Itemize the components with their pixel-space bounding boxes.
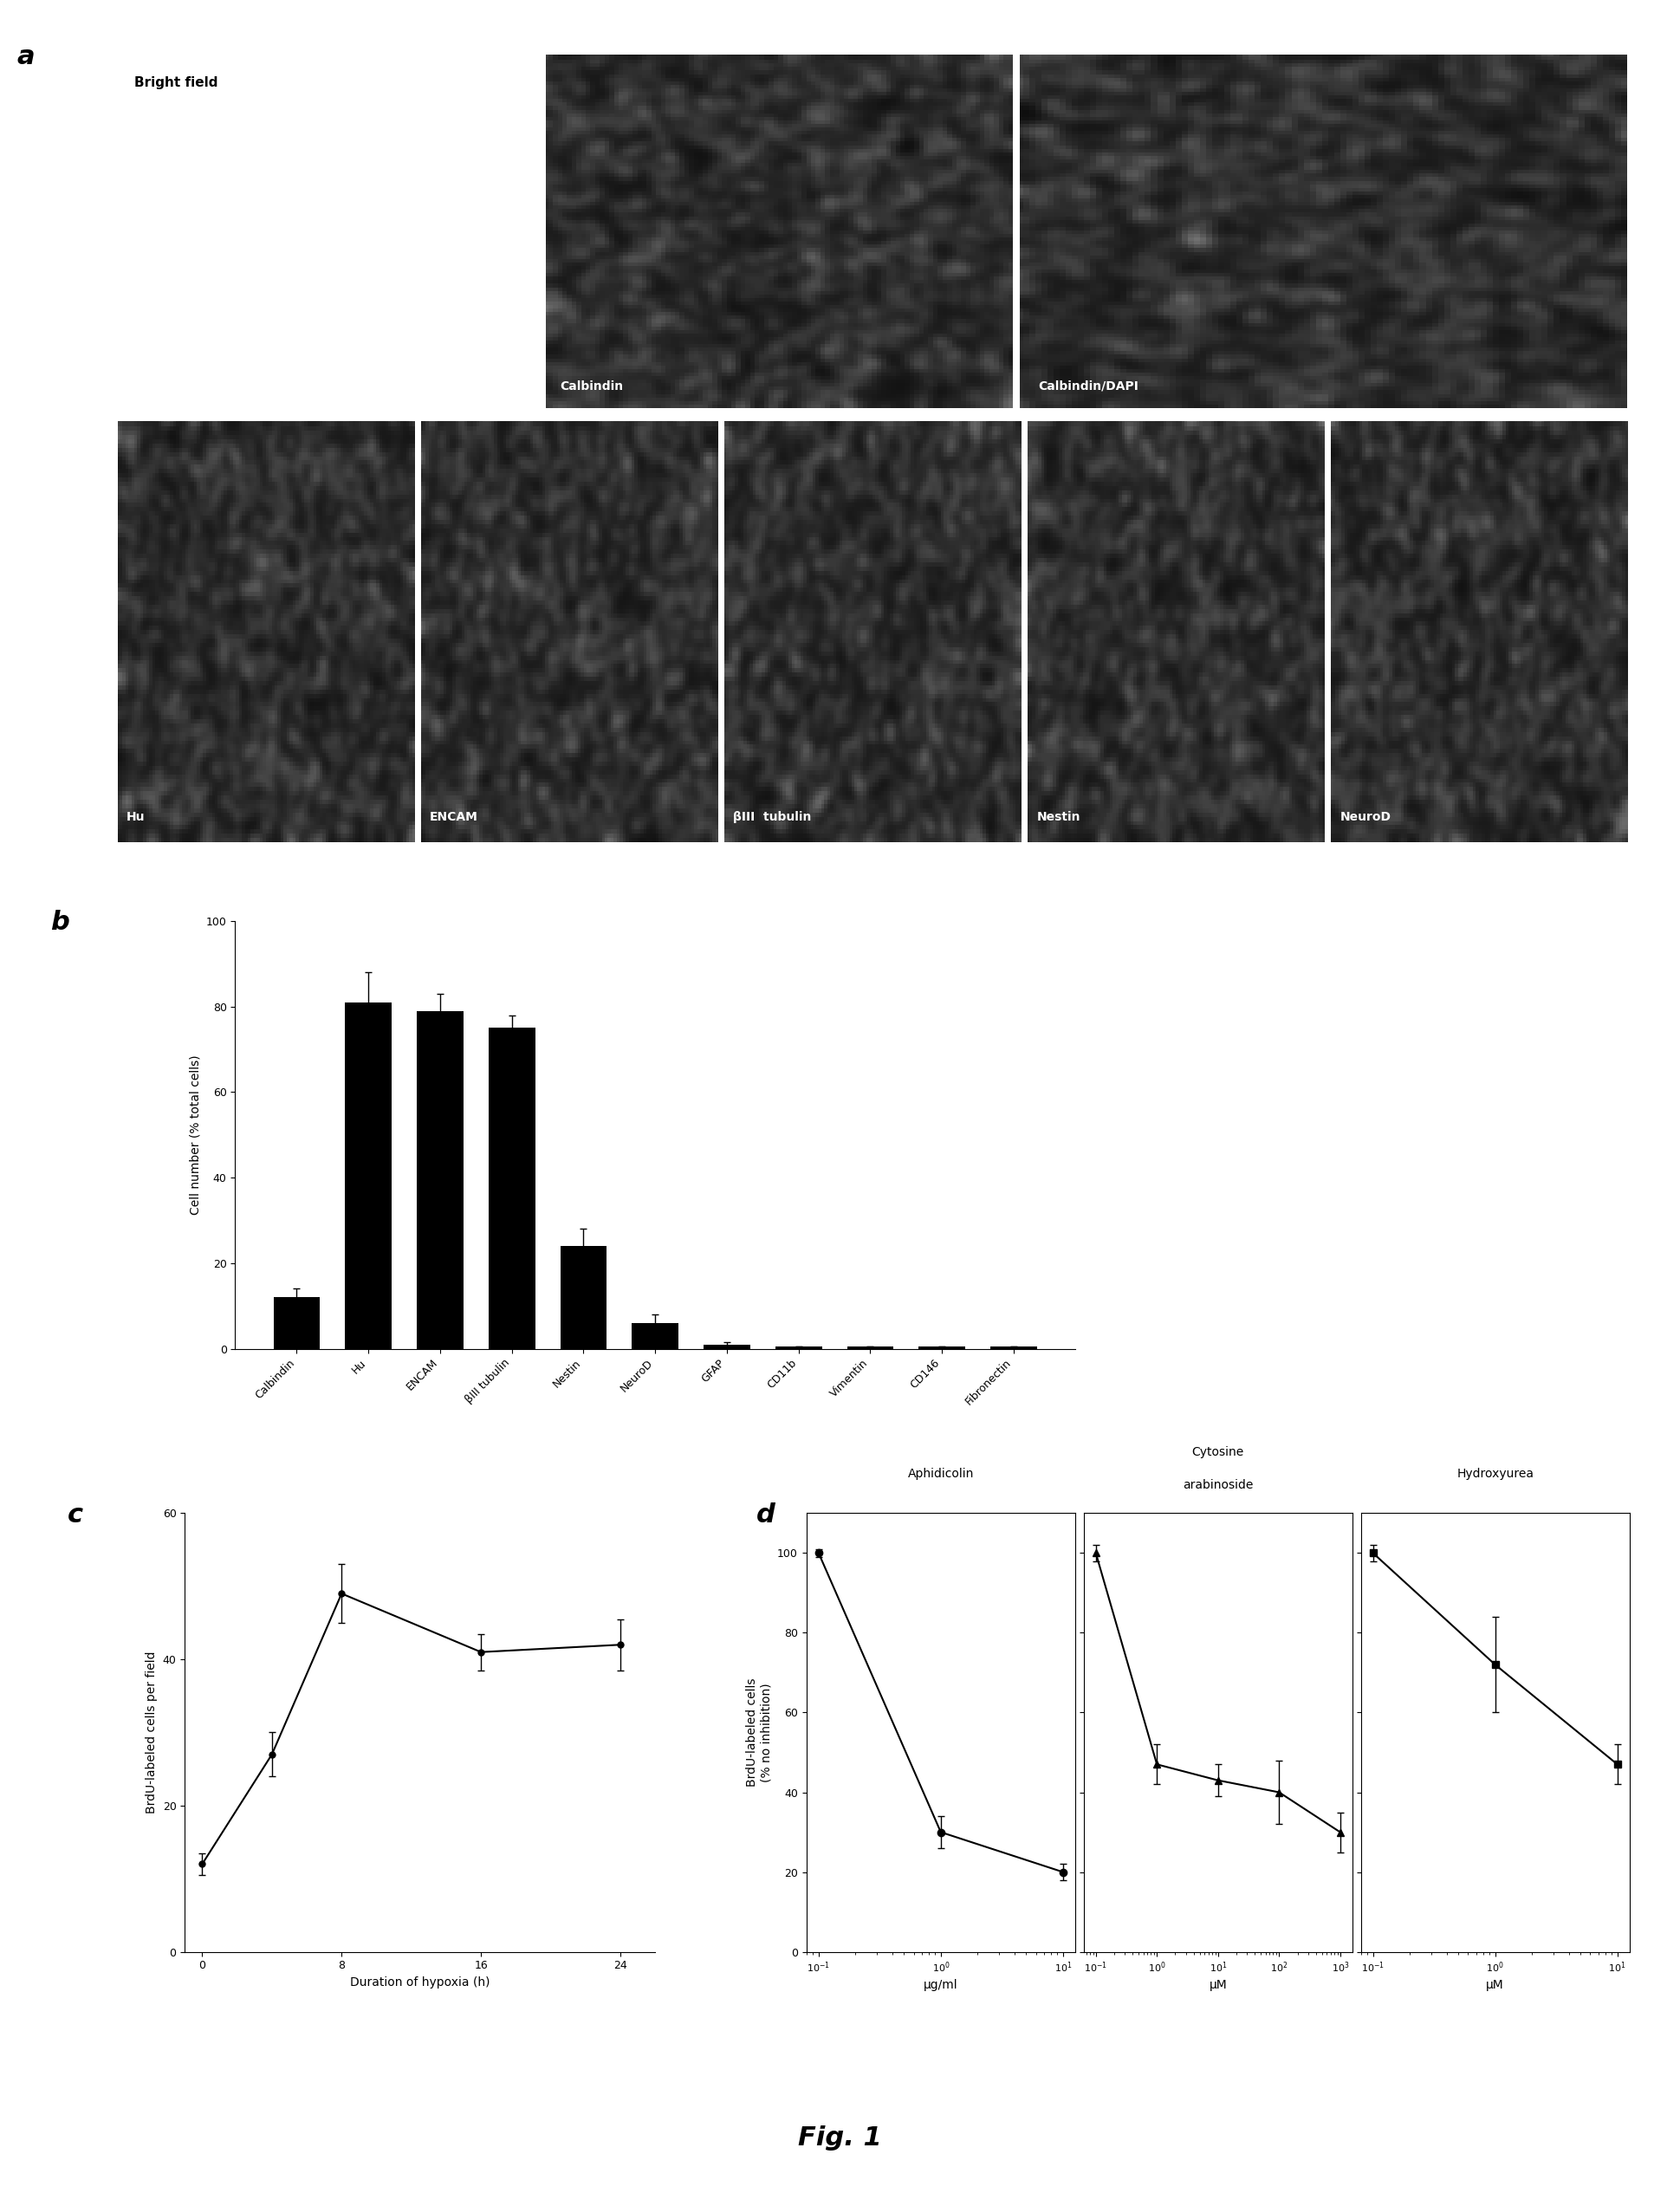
Text: Aphidicolin: Aphidicolin	[907, 1467, 974, 1480]
Y-axis label: Cell number (% total cells): Cell number (% total cells)	[190, 1055, 202, 1215]
Text: Fig. 1: Fig. 1	[798, 2125, 882, 2151]
Y-axis label: BrdU-labeled cells
(% no inhibition): BrdU-labeled cells (% no inhibition)	[746, 1678, 773, 1787]
Bar	[489, 1029, 536, 1349]
X-axis label: μg/ml: μg/ml	[924, 1980, 958, 1991]
Bar	[559, 1246, 606, 1349]
Text: Bright field: Bright field	[134, 77, 218, 90]
Text: Cytosine: Cytosine	[1191, 1445, 1245, 1458]
Text: a: a	[17, 44, 35, 68]
Text: ENCAM: ENCAM	[430, 811, 479, 822]
X-axis label: μM: μM	[1487, 1980, 1504, 1991]
X-axis label: μM: μM	[1210, 1980, 1226, 1991]
Bar	[632, 1322, 679, 1349]
Text: Hydroxyurea: Hydroxyurea	[1457, 1467, 1534, 1480]
Text: Nestin: Nestin	[1037, 811, 1080, 822]
Text: arabinoside: arabinoside	[1183, 1478, 1253, 1491]
Bar	[344, 1002, 391, 1349]
Bar	[274, 1298, 319, 1349]
Y-axis label: BrdU-labeled cells per field: BrdU-labeled cells per field	[146, 1651, 158, 1814]
Text: Calbindin: Calbindin	[559, 379, 623, 393]
X-axis label: Duration of hypoxia (h): Duration of hypoxia (h)	[349, 1976, 491, 1989]
Text: c: c	[67, 1502, 82, 1526]
Text: d: d	[756, 1502, 774, 1526]
Text: Calbindin/DAPI: Calbindin/DAPI	[1038, 379, 1139, 393]
Text: βIII  tubulin: βIII tubulin	[734, 811, 811, 822]
Text: Hu: Hu	[126, 811, 144, 822]
Bar	[417, 1011, 464, 1349]
Text: NeuroD: NeuroD	[1341, 811, 1391, 822]
Text: b: b	[50, 910, 69, 934]
Bar	[704, 1344, 751, 1349]
